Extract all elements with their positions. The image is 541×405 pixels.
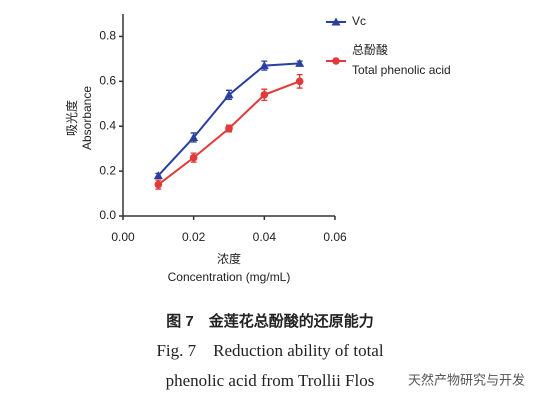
caption-cn: 图 7 金莲花总酚酸的还原能力 [166,312,374,330]
marker [189,132,199,141]
y-tick-label: 0.4 [99,118,116,132]
legend-label: Vc [352,14,366,28]
legend-label: Total phenolic acid [352,63,451,77]
marker [189,153,198,162]
marker [260,91,269,99]
y-label-cn: 吸光度 [64,100,79,136]
y-tick-label: 0.0 [99,208,116,222]
x-tick-label: 0.02 [182,230,206,244]
caption-en: phenolic acid from Trollii Flos [166,371,375,390]
y-label: Absorbance [80,86,94,150]
legend-label: 总酚酸 [352,42,388,57]
x-tick-label: 0.06 [323,230,347,244]
y-tick-label: 0.2 [99,163,116,177]
marker [154,180,163,189]
marker [295,77,304,86]
watermark: 天然产物研究与开发 [408,372,525,387]
series-line [157,62,300,177]
marker [153,171,163,180]
x-tick-label: 0.00 [111,230,135,244]
marker [259,61,269,70]
caption-en: Fig. 7 Reduction ability of total [156,341,383,360]
x-label: Concentration (mg/mL) [168,270,291,284]
marker [332,57,340,65]
y-tick-label: 0.6 [99,74,116,88]
marker [225,124,233,133]
y-tick-label: 0.8 [99,29,116,43]
x-tick-label: 0.04 [253,230,277,244]
marker [295,58,305,67]
marker [331,17,341,26]
x-label-cn: 浓度 [217,251,241,266]
marker [224,90,234,99]
